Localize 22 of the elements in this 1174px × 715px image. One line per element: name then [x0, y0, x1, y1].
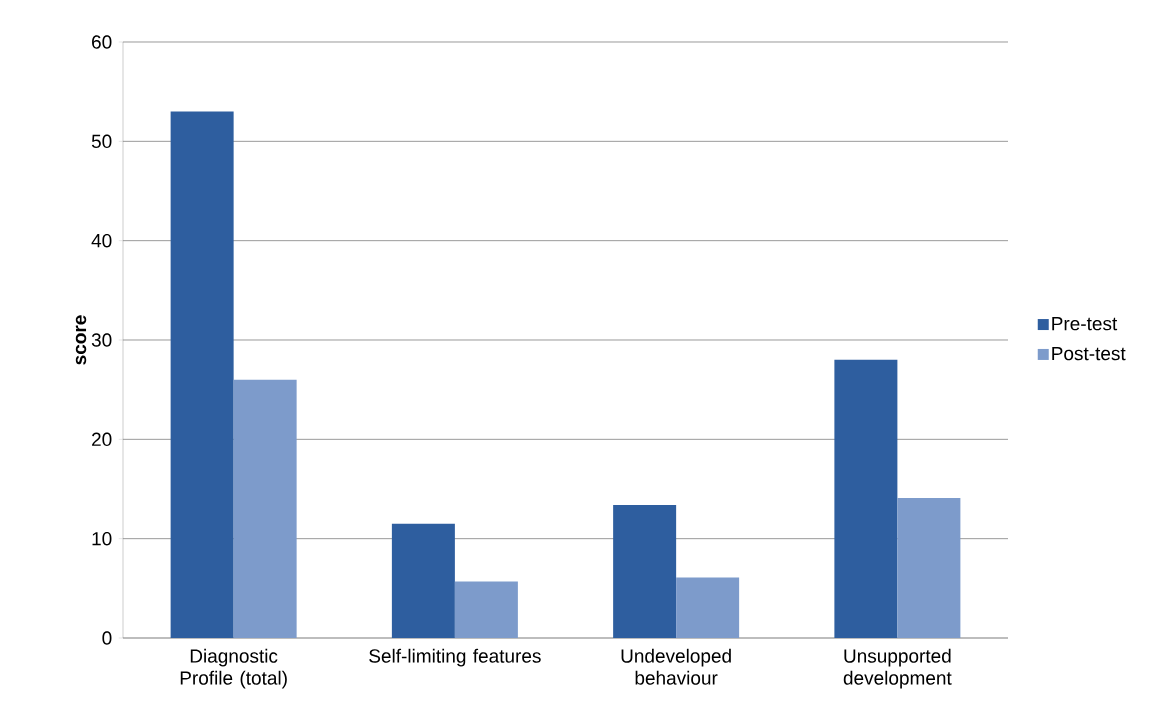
x-tick-label: Diagnostic Profile (total) [180, 648, 287, 689]
y-tick-label: 40 [91, 233, 112, 248]
y-axis-title: score [75, 315, 87, 365]
x-tick-label: Undeveloped behaviour [621, 648, 731, 685]
y-tick-label: 30 [91, 333, 112, 347]
bar [233, 379, 297, 638]
legend-label: Post-test [1052, 346, 1126, 361]
bar [897, 497, 961, 638]
y-tick-label: 60 [92, 35, 112, 49]
x-tick-label: Unsupported development [843, 648, 952, 689]
bar [170, 111, 234, 638]
bar [834, 359, 898, 638]
legend-label: Pre-test [1052, 317, 1118, 331]
y-tick-label: 50 [91, 134, 112, 149]
y-tick-label: 20 [92, 432, 112, 447]
y-tick-label: 0 [102, 631, 112, 645]
bar [613, 504, 677, 638]
y-tick-label: 10 [92, 531, 112, 546]
bar [454, 581, 518, 638]
x-tick-label: Self-limiting features [369, 648, 541, 667]
bar [391, 523, 455, 638]
bar [676, 577, 740, 638]
